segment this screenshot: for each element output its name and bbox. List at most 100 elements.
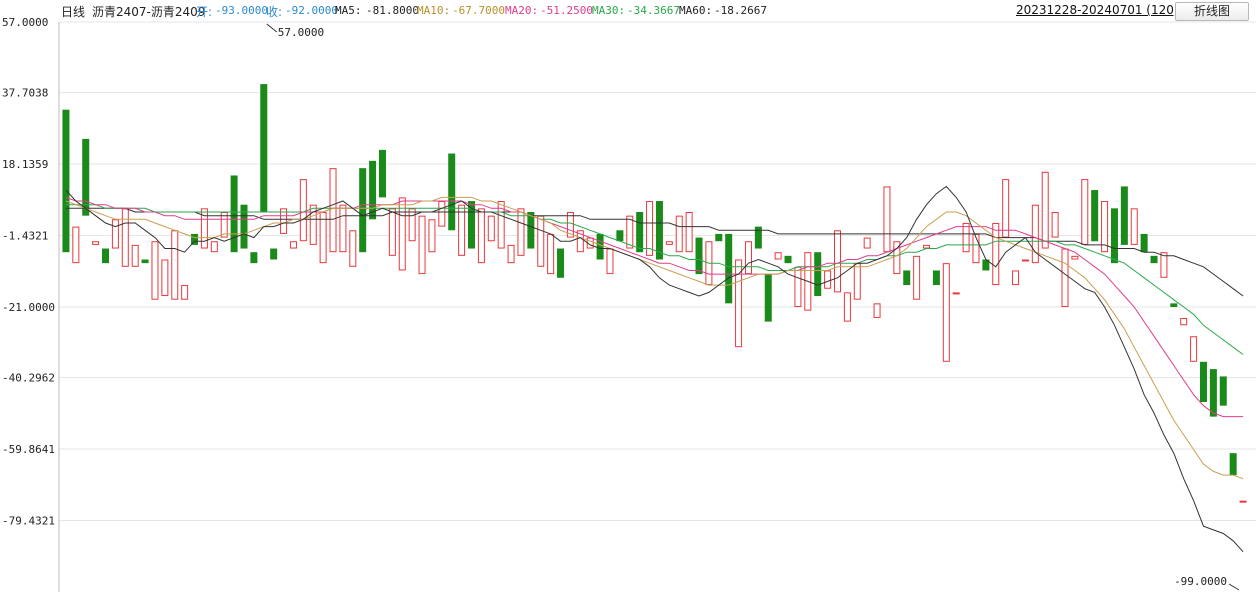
candle-up xyxy=(665,241,673,245)
candle-up xyxy=(339,204,347,253)
candle-down xyxy=(932,270,940,286)
candle-up xyxy=(774,252,782,260)
candle-up xyxy=(626,215,634,249)
ma5-value: -81.8000 xyxy=(366,4,419,17)
candle-up xyxy=(675,215,683,253)
candle-down xyxy=(141,259,149,264)
candle-up xyxy=(1130,208,1138,245)
candle-up xyxy=(547,233,555,275)
candle-down xyxy=(557,248,565,278)
candle-up xyxy=(121,208,129,267)
candle-up xyxy=(477,208,485,264)
period-label: 日线 xyxy=(61,5,86,19)
candles xyxy=(62,84,1247,503)
candle-down xyxy=(754,226,762,249)
candle-up xyxy=(942,263,950,362)
candle-up xyxy=(893,241,901,275)
candle-down xyxy=(616,230,624,242)
ma30-value: -34.3667 xyxy=(627,4,680,17)
candle-down xyxy=(359,168,367,253)
candle-up xyxy=(794,266,802,307)
candle-down xyxy=(814,252,822,297)
ma20-line xyxy=(65,196,1244,418)
low-annotation: -99.0000 xyxy=(1174,575,1227,588)
candle-up xyxy=(507,244,515,264)
candle-up xyxy=(309,204,317,245)
candle-up xyxy=(428,219,436,253)
open-label: 开: xyxy=(196,5,213,19)
candle-down xyxy=(715,233,723,242)
candle-up xyxy=(685,212,693,253)
high-marker-line xyxy=(266,23,278,33)
ma30-label: MA30: xyxy=(592,4,626,17)
chart-header: 日线 沥青2407-沥青2409 开: -93.0000 收: -92.0000… xyxy=(0,0,1256,24)
candle-up xyxy=(151,241,159,300)
ma30-line xyxy=(65,204,1244,355)
close-value: -92.0000 xyxy=(285,4,338,17)
candle-up xyxy=(952,292,960,295)
candle-up xyxy=(833,230,841,293)
candle-up xyxy=(883,186,891,253)
line-chart-toggle-button[interactable]: 折线图 xyxy=(1175,2,1249,21)
candle-down xyxy=(695,237,703,275)
candle-up xyxy=(1101,201,1109,253)
candle-down xyxy=(378,149,386,198)
candle-up xyxy=(1081,179,1089,245)
candle-down xyxy=(191,233,199,245)
y-tick-label: 18.1359 xyxy=(2,158,48,171)
ma60-value: -18.2667 xyxy=(714,4,767,17)
candle-up xyxy=(923,244,931,249)
candle-down xyxy=(1110,208,1118,264)
ma10-label: MA10: xyxy=(417,4,451,17)
candle-up xyxy=(1031,204,1039,264)
close-label: 收: xyxy=(266,5,283,19)
high-annotation: 57.0000 xyxy=(278,26,324,39)
candle-up xyxy=(576,230,584,253)
candle-up xyxy=(408,208,416,242)
candle-down xyxy=(260,84,268,212)
candle-up xyxy=(735,259,743,348)
candle-up xyxy=(1071,255,1079,260)
candle-up xyxy=(1190,336,1198,362)
candle-down xyxy=(82,138,90,216)
candle-up xyxy=(280,208,288,234)
candle-down xyxy=(468,201,476,249)
ma5-line xyxy=(65,185,1244,553)
candle-down xyxy=(1170,303,1178,307)
candle-down xyxy=(1091,190,1099,242)
candle-up xyxy=(853,263,861,300)
candle-up xyxy=(418,215,426,275)
candle-down xyxy=(596,233,604,260)
y-tick-label: -21.0000 xyxy=(2,301,55,314)
candle-down xyxy=(250,252,258,264)
y-tick-label: -1.4321 xyxy=(2,230,48,243)
y-tick-label: -79.4321 xyxy=(2,515,55,528)
candle-up xyxy=(319,212,327,264)
candle-up xyxy=(388,208,396,256)
date-range-link[interactable]: 20231228-20240701 (120) xyxy=(1016,3,1179,17)
candle-down xyxy=(448,153,456,231)
candle-down xyxy=(270,248,278,260)
candle-up xyxy=(1021,259,1029,262)
candle-down xyxy=(102,248,110,264)
symbol-label: 沥青2407-沥青2409 xyxy=(92,5,206,19)
candle-down xyxy=(725,233,733,304)
candle-up xyxy=(329,168,337,253)
y-tick-label: -59.8641 xyxy=(2,443,55,456)
candle-down xyxy=(764,274,772,322)
candle-up xyxy=(1012,270,1020,286)
ma20-label: MA20: xyxy=(505,4,539,17)
candle-up xyxy=(210,241,218,253)
candle-down xyxy=(230,175,238,253)
candle-up xyxy=(458,204,466,256)
candle-down xyxy=(636,212,644,253)
y-tick-label: 57.0000 xyxy=(2,16,48,29)
candle-down xyxy=(1229,453,1237,476)
candle-down xyxy=(527,212,535,249)
low-marker-line xyxy=(1228,583,1240,591)
candle-up xyxy=(1239,500,1247,503)
candle-up xyxy=(171,230,179,300)
candle-down xyxy=(903,270,911,286)
candle-up xyxy=(606,248,614,275)
